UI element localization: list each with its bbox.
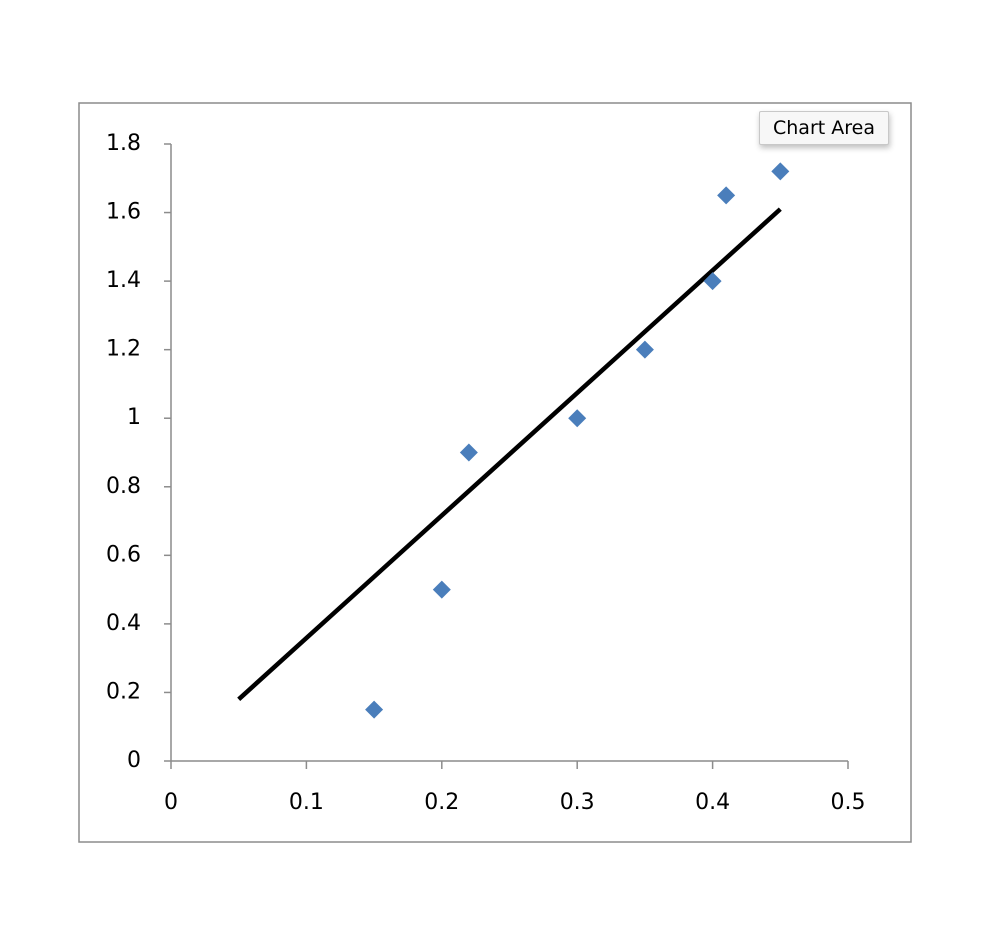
y-tick-label: 0.2	[106, 679, 141, 704]
point	[771, 162, 790, 181]
trendline	[237, 207, 782, 701]
point	[432, 580, 451, 599]
x-tick-label: 0.4	[695, 790, 730, 815]
point	[365, 700, 384, 719]
tooltip: Chart Area	[759, 111, 889, 145]
point	[703, 272, 722, 291]
y-tick-label: 1	[127, 405, 141, 430]
x-tick-label: 0.1	[289, 790, 324, 815]
x-tick-label: 0.3	[560, 790, 595, 815]
y-tick-label: 0	[127, 748, 141, 773]
y-tick-label: 1.4	[106, 268, 141, 293]
x-tick-label: 0.2	[424, 790, 459, 815]
x-tick-label: 0	[164, 790, 178, 815]
point	[568, 409, 587, 428]
point	[635, 340, 654, 359]
y-tick-label: 1.6	[106, 200, 141, 225]
y-tick-label: 1.8	[106, 131, 141, 156]
y-tick-label: 0.8	[106, 474, 141, 499]
point	[717, 186, 736, 205]
chart-area[interactable]	[78, 102, 912, 843]
x-tick-label: 0.5	[831, 790, 866, 815]
point	[459, 443, 478, 462]
y-tick-label: 1.2	[106, 337, 141, 362]
y-tick-label: 0.4	[106, 611, 141, 636]
y-tick-label: 0.6	[106, 542, 141, 567]
